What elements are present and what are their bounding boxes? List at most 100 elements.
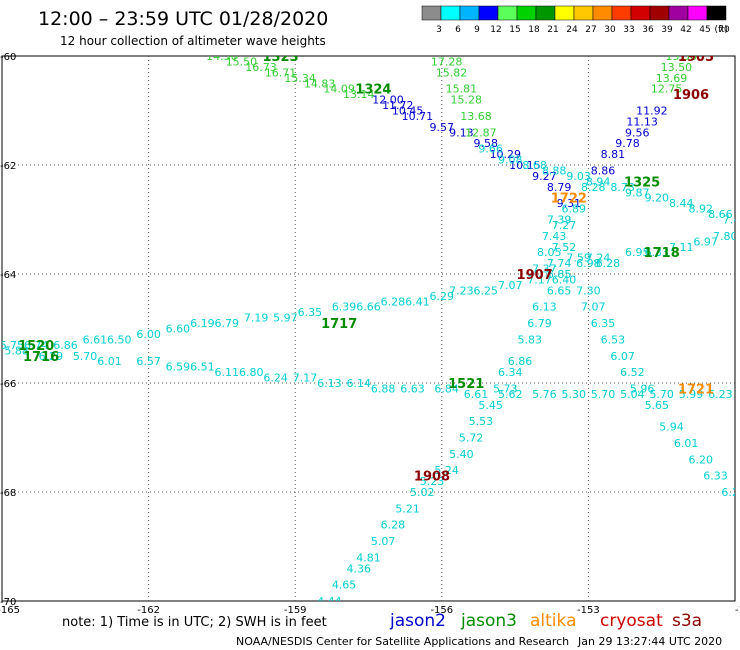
wave-height-value: 6.11 [215, 366, 240, 379]
x-tick-label: -153 [577, 605, 600, 616]
wave-height-value: 17.28 [431, 55, 463, 68]
legend-entry-altika: altika [530, 611, 577, 631]
color-swatch [573, 5, 594, 21]
wave-height-value: 5.88 [4, 344, 29, 357]
wave-height-value: 5.72 [459, 432, 484, 445]
color-swatch [554, 5, 575, 21]
wave-height-value: 9.27 [532, 170, 557, 183]
footer-generated: Jan 29 13:27:44 UTC 2020 [577, 635, 722, 648]
gridlines [2, 56, 735, 601]
wave-height-value: 6.25 [474, 284, 499, 297]
color-swatch [592, 5, 613, 21]
y-tick-label: -68 [0, 488, 16, 499]
wave-height-value: 7.17 [293, 372, 318, 385]
plot-frame [1, 55, 736, 602]
wave-height-value: 4.44 [317, 595, 342, 608]
wave-height-value: 8.79 [547, 181, 572, 194]
color-swatch [649, 5, 670, 21]
x-tick-label: -162 [137, 605, 160, 616]
wave-height-value: 4.65 [332, 579, 357, 592]
wave-height-value: 8.68 [522, 159, 547, 172]
wave-height-value: 6.60 [166, 323, 191, 336]
wave-height-value: 7.43 [542, 230, 567, 243]
wave-height-value: 6.51 [190, 361, 215, 374]
wave-height-value: 6.89 [561, 203, 586, 216]
wave-height-value: 5.23 [420, 475, 445, 488]
wave-height-value: 5.30 [561, 388, 586, 401]
wave-height-value: 7.49 [723, 214, 740, 227]
y-tick-label: -62 [0, 161, 16, 172]
wave-height-value: 14.83 [304, 77, 336, 90]
wave-height-value: 8.73 [610, 181, 635, 194]
color-swatch [459, 5, 480, 21]
color-scale-label: 27 [585, 25, 596, 35]
wave-height-value: 6.59 [166, 361, 191, 374]
wave-height-value: 5.96 [630, 382, 655, 395]
wave-height-value: 6.41 [405, 295, 430, 308]
wave-height-value: 7.23 [449, 284, 474, 297]
wave-height-value: 9.66 [478, 143, 503, 156]
wave-height-value: 6.86 [508, 355, 533, 368]
wave-height-value: 12.00 [372, 94, 404, 107]
wave-height-value: 14.09 [323, 83, 355, 96]
wave-height-value: 6.33 [645, 246, 670, 259]
color-swatch [668, 5, 689, 21]
wave-height-value: 7.19 [244, 312, 269, 325]
color-scale-label: 42 [680, 25, 691, 35]
wave-height-value: 6.53 [601, 333, 626, 346]
wave-height-value: 5.97 [273, 312, 298, 325]
color-scale-label: 9 [474, 25, 480, 35]
wave-height-value: 11.13 [626, 115, 658, 128]
wave-height-value: 7.39 [547, 214, 572, 227]
wave-height-value: 6.23 [708, 388, 733, 401]
wave-height-value: 6.84 [434, 382, 459, 395]
wave-height-value: 9.20 [645, 192, 670, 205]
color-scale-label: 18 [528, 25, 540, 35]
color-scale-label: 45 [699, 25, 710, 35]
wave-height-value: 6.14 [346, 377, 371, 390]
wave-height-value: 11.92 [636, 105, 668, 118]
track-time-label: 1908 [414, 470, 450, 485]
wave-height-value: 9.87 [625, 186, 650, 199]
color-scale-label: 24 [566, 25, 578, 35]
track-time-label: 1721 [678, 382, 714, 397]
wave-height-value: 6.20 [689, 453, 714, 466]
wave-height-value: 6.88 [371, 382, 396, 395]
color-swatch [478, 5, 499, 21]
track-time-label: 1324 [355, 83, 391, 98]
wave-height-value: 7.07 [581, 301, 606, 314]
wave-height-value: 6.85 [547, 268, 572, 281]
chart-subtitle: 12 hour collection of altimeter wave hei… [60, 34, 326, 48]
wave-height-value: 13.69 [656, 72, 688, 85]
legend-entry-jason3: jason3 [460, 611, 517, 631]
wave-height-value: 13.50 [661, 61, 693, 74]
wave-height-value: 9.56 [625, 126, 650, 139]
track-time-label: 1717 [321, 317, 357, 332]
wave-height-value: 6.28 [381, 295, 406, 308]
wave-height-value: 5.99 [679, 388, 704, 401]
wave-height-value: 6.19 [190, 317, 215, 330]
wave-height-value: 9.58 [474, 137, 499, 150]
wave-height-value: 8.28 [581, 181, 606, 194]
wave-height-value: 7.07 [498, 279, 523, 292]
wave-height-value: 6.97 [693, 235, 718, 248]
wave-height-value: 8.88 [542, 164, 567, 177]
wave-height-value: 5.07 [371, 535, 396, 548]
y-tick-label: -70 [0, 597, 16, 608]
wave-height-value: 5.02 [410, 486, 435, 499]
wave-height-value: 6.75 [0, 339, 24, 352]
footer-credit: NOAA/NESDIS Center for Satellite Applica… [236, 635, 569, 648]
wave-height-value: 10.15 [509, 159, 541, 172]
track-time-label: 1906 [673, 88, 709, 103]
wave-height-value: 16.73 [245, 61, 277, 74]
legend-entry-jason2: jason2 [389, 611, 446, 631]
color-scale-label: 21 [547, 25, 558, 35]
wave-height-value: 9.13 [449, 126, 474, 139]
color-scale-unit: (ft) [714, 25, 728, 35]
footer-note: note: 1) Time is in UTC; 2) SWH is in fe… [62, 615, 327, 630]
wave-height-value: 6.79 [215, 317, 240, 330]
wave-height-value: 6.33 [703, 470, 728, 483]
wave-height-value: 6.80 [239, 366, 264, 379]
wave-height-value: 6.35 [591, 317, 616, 330]
color-scale-label: 70 [718, 25, 730, 35]
